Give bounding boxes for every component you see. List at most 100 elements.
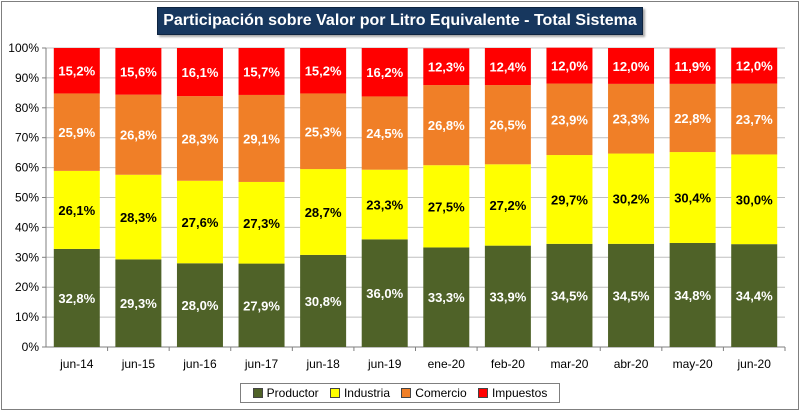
bar-segment-comercio [115, 94, 162, 175]
data-label: 23,7% [736, 112, 773, 127]
bar-segment-productor [423, 247, 470, 347]
bar-segment-industria [484, 164, 531, 246]
bar-segment-productor [115, 259, 162, 347]
data-label: 29,7% [551, 192, 588, 207]
data-label: 32,8% [58, 291, 95, 306]
data-label: 24,5% [366, 126, 403, 141]
bar-segment-productor [731, 244, 778, 347]
x-tick-label: jun-14 [59, 357, 94, 371]
data-label: 26,8% [428, 118, 465, 133]
legend-swatch-industria [329, 388, 340, 398]
x-tick-label: may-20 [673, 357, 713, 371]
data-label: 29,1% [243, 131, 280, 146]
data-label: 27,3% [243, 216, 280, 231]
data-label: 28,3% [120, 210, 157, 225]
y-tick-label: 100% [8, 41, 39, 55]
bar-segment-industria [300, 169, 347, 255]
bar-segment-impuestos [361, 48, 408, 97]
data-label: 26,1% [58, 203, 95, 218]
data-label: 12,4% [489, 60, 526, 75]
bar-segment-comercio [176, 96, 223, 181]
data-label: 11,9% [675, 59, 712, 74]
data-label: 26,5% [489, 118, 526, 133]
bar-segment-impuestos [176, 48, 223, 97]
data-label: 29,3% [120, 296, 157, 311]
y-tick-label: 10% [15, 310, 39, 324]
data-label: 23,3% [613, 112, 650, 127]
bar-segment-comercio [484, 85, 531, 165]
bar-segment-productor [484, 245, 531, 347]
legend-item-impuestos: Impuestos [477, 386, 548, 400]
data-label: 16,1% [182, 65, 219, 80]
legend-item-comercio: Comercio [401, 386, 467, 400]
y-tick-label: 20% [15, 280, 39, 294]
data-label: 28,3% [182, 131, 219, 146]
data-label: 15,6% [120, 64, 157, 79]
y-tick-label: 80% [15, 101, 39, 115]
bar-segment-impuestos [53, 48, 100, 94]
bar-segment-impuestos [669, 48, 716, 84]
data-label: 15,7% [243, 64, 280, 79]
data-label: 15,2% [305, 64, 342, 79]
data-label: 28,0% [182, 298, 219, 313]
legend-swatch-impuestos [477, 388, 488, 398]
bar-segment-comercio [361, 96, 408, 170]
x-tick-label: jun-20 [737, 357, 772, 371]
bar-segment-comercio [423, 85, 470, 166]
chart-title: Participación sobre Valor por Litro Equi… [157, 7, 643, 35]
data-label: 34,5% [551, 288, 588, 303]
y-tick-label: 60% [15, 161, 39, 175]
data-label: 12,3% [428, 60, 465, 75]
bar-segment-comercio [546, 83, 593, 156]
data-label: 25,3% [305, 124, 342, 139]
bar-segment-comercio [731, 83, 778, 155]
legend-label-productor: Productor [266, 386, 319, 400]
bar-segment-productor [669, 242, 716, 347]
x-tick-label: feb-20 [491, 357, 525, 371]
data-label: 34,5% [613, 288, 650, 303]
data-label: 30,0% [736, 192, 773, 207]
bar-segment-impuestos [423, 48, 470, 86]
bar-segment-impuestos [731, 47, 778, 84]
data-label: 34,8% [674, 288, 711, 303]
data-label: 12,0% [613, 59, 650, 74]
data-label: 33,3% [428, 290, 465, 305]
x-tick-label: jun-15 [121, 357, 156, 371]
y-tick-label: 30% [15, 250, 39, 264]
bar-segment-productor [176, 263, 223, 347]
data-label: 23,3% [366, 198, 403, 213]
bar-segment-comercio [238, 94, 285, 182]
bar-segment-industria [608, 153, 655, 244]
legend-swatch-productor [252, 388, 263, 398]
data-label: 23,9% [551, 112, 588, 127]
y-tick-label: 70% [15, 131, 39, 145]
data-label: 36,0% [366, 286, 403, 301]
bar-segment-industria [669, 152, 716, 243]
bar-segment-impuestos [300, 48, 347, 94]
y-tick-label: 50% [15, 191, 39, 205]
data-label: 12,0% [736, 59, 773, 74]
bar-segment-impuestos [608, 48, 655, 84]
data-label: 27,5% [428, 199, 465, 214]
data-label: 30,8% [305, 294, 342, 309]
bar-segment-comercio [53, 93, 100, 171]
bar-segment-impuestos [115, 48, 162, 95]
data-label: 16,2% [366, 65, 403, 80]
data-label: 26,8% [120, 128, 157, 143]
bar-segment-industria [423, 165, 470, 248]
bar-segment-impuestos [484, 48, 531, 86]
data-label: 28,7% [305, 205, 342, 220]
bar-segment-industria [115, 174, 162, 260]
legend-label-industria: Industria [343, 386, 390, 400]
legend-label-comercio: Comercio [415, 386, 467, 400]
data-label: 30,4% [674, 191, 711, 206]
data-label: 25,9% [58, 125, 95, 140]
legend-item-productor: Productor [252, 386, 319, 400]
bar-segment-industria [176, 180, 223, 264]
bar-segment-impuestos [238, 48, 285, 95]
legend-label-impuestos: Impuestos [491, 386, 548, 400]
data-label: 34,4% [736, 289, 773, 304]
data-label: 15,2% [58, 64, 95, 79]
bar-segment-productor [546, 243, 593, 347]
